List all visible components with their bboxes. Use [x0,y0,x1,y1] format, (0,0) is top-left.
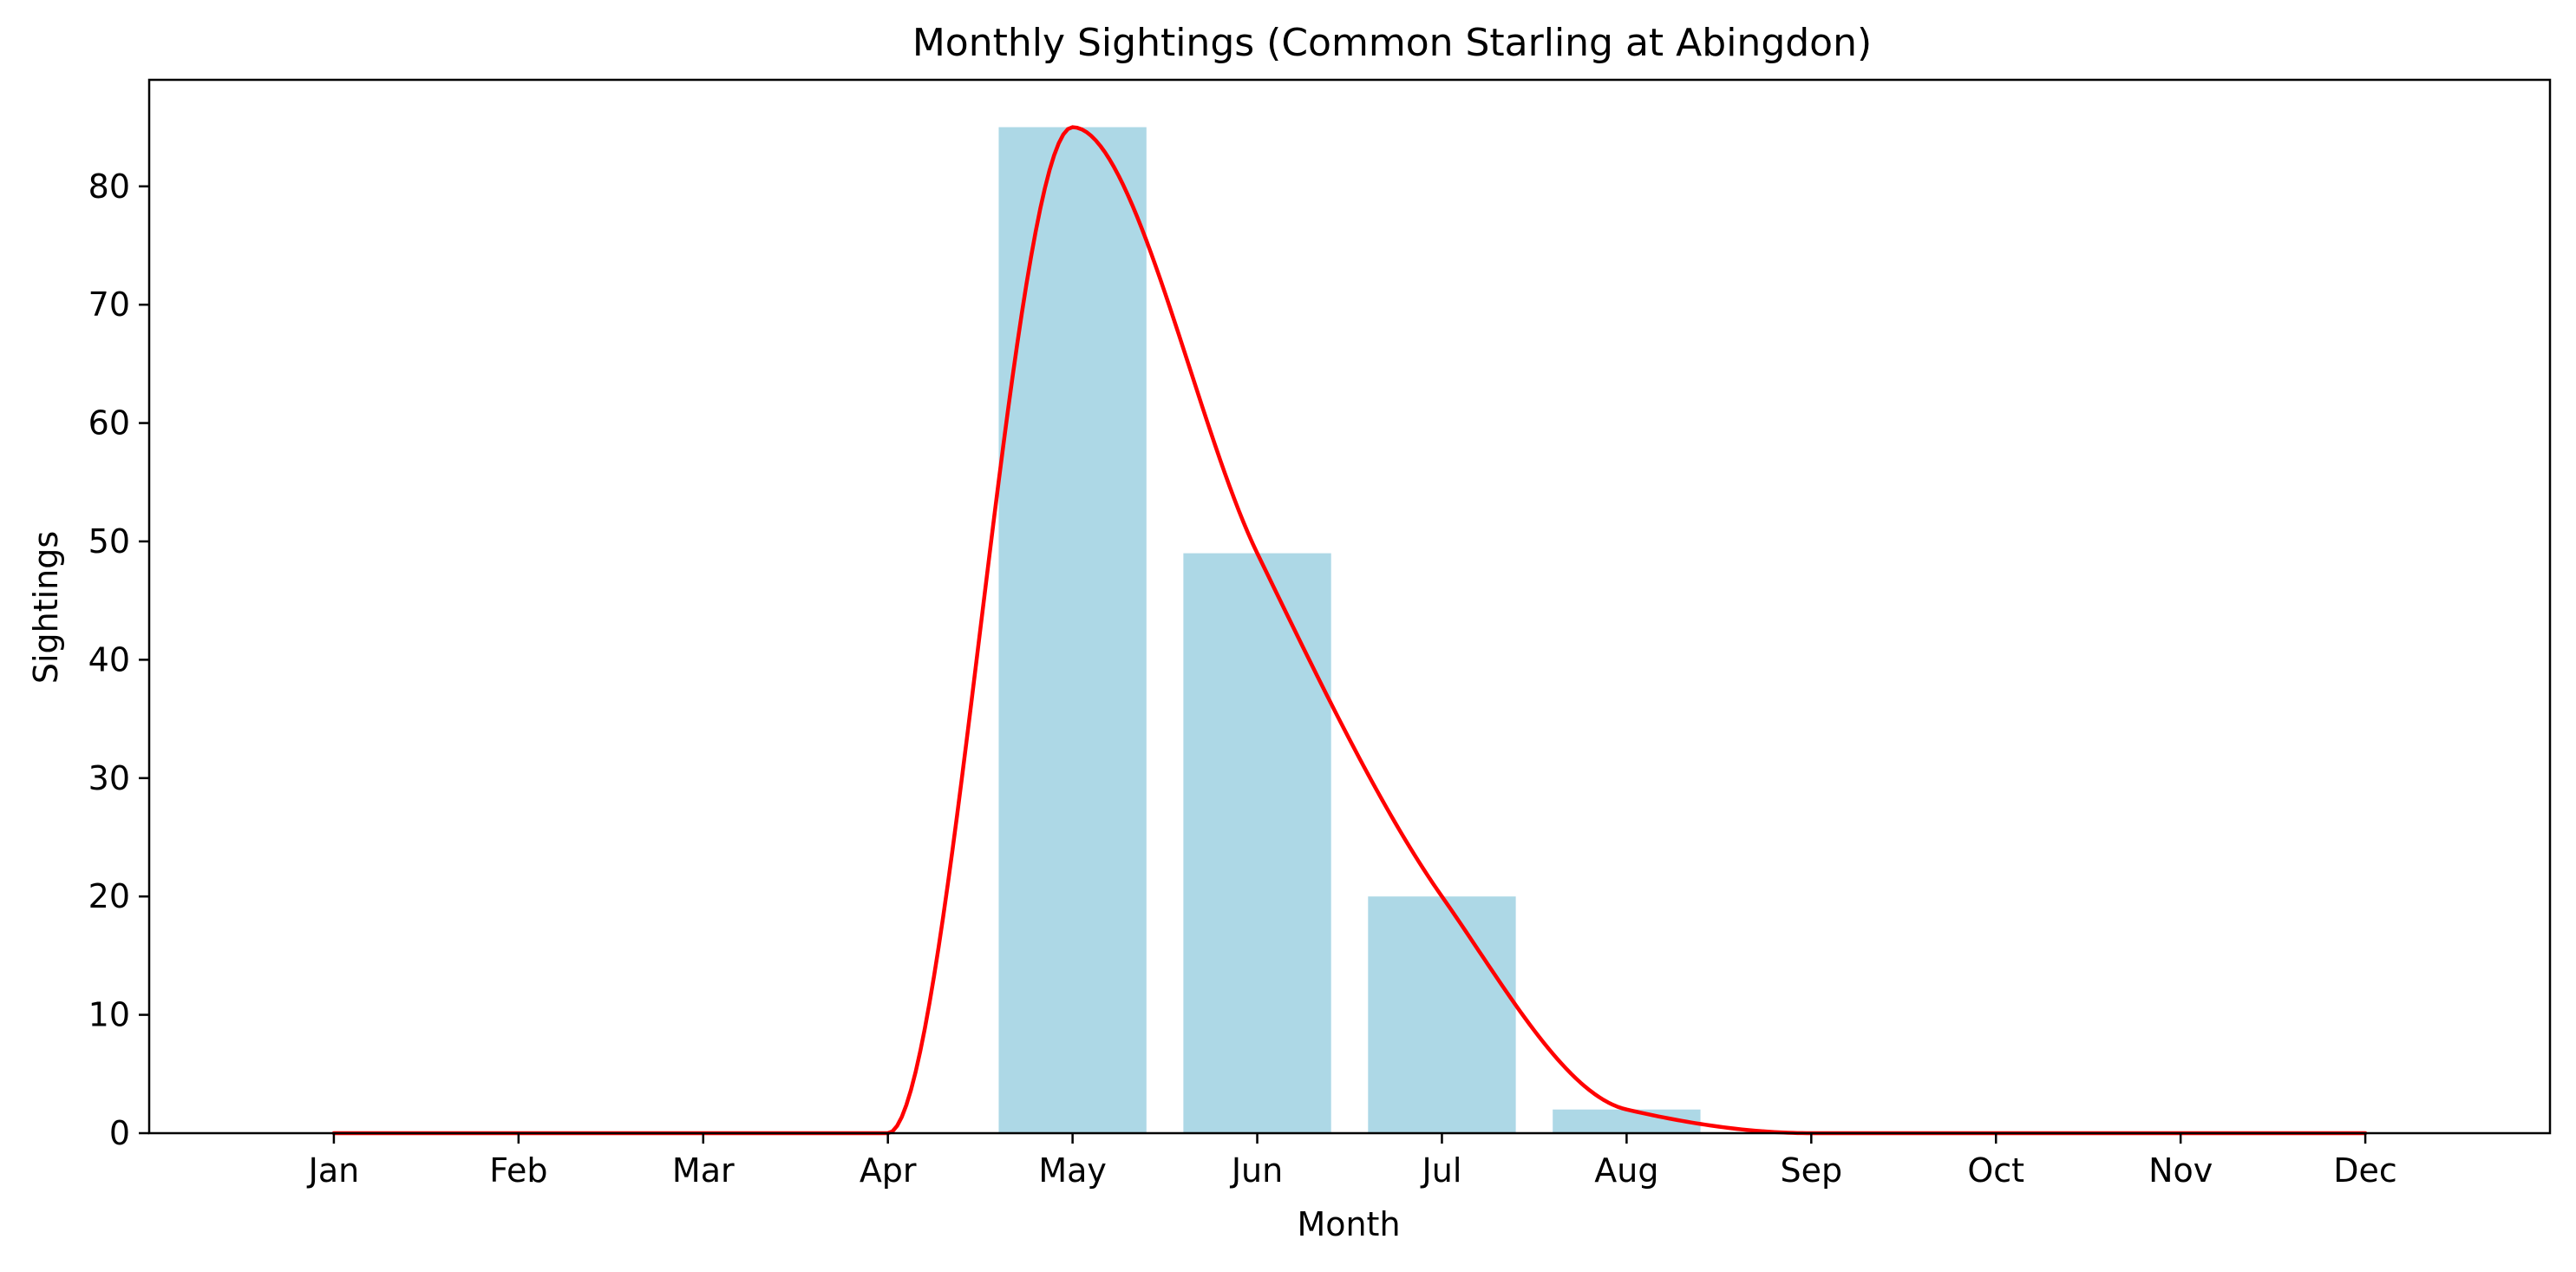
x-tick-label: Nov [2148,1151,2213,1190]
bar-may [998,127,1147,1134]
y-tick-label: 30 [88,759,130,797]
x-tick-label: Feb [489,1151,547,1190]
x-tick-label: Jul [1421,1151,1462,1190]
y-tick-label: 50 [88,522,130,561]
y-tick-label: 40 [88,640,130,679]
y-tick-label: 60 [88,404,130,443]
plot-area [331,125,2368,1136]
x-tick-label: Dec [2333,1151,2397,1190]
y-tick-label: 20 [88,877,130,915]
x-tick-label: Sep [1780,1151,1842,1190]
x-axis: Jan Feb Mar Apr May Jun Jul Aug Sep Oct Nov Dec [307,1133,2397,1190]
x-tick-label: Apr [860,1151,917,1190]
y-tick-label: 10 [88,996,130,1034]
x-tick-label: May [1038,1151,1107,1190]
bar-jun [1183,553,1331,1133]
y-axis: 0 10 20 30 40 50 60 70 80 [88,167,149,1152]
y-tick-label: 70 [88,285,130,324]
x-tick-label: Jun [1230,1151,1283,1190]
x-tick-label: Aug [1594,1151,1658,1190]
bar-jul [1368,896,1516,1133]
y-axis-label: Sightings [27,531,65,684]
trend-line [331,125,2368,1136]
chart-title: Monthly Sightings (Common Starling at Ab… [912,21,1872,65]
x-tick-label: Mar [672,1151,735,1190]
plot-frame [147,78,2552,1135]
y-tick-label: 0 [109,1114,130,1152]
y-tick-label: 80 [88,167,130,206]
x-tick-label: Jan [307,1151,360,1190]
x-axis-label: Month [1297,1205,1400,1243]
x-tick-label: Oct [1967,1151,2024,1190]
